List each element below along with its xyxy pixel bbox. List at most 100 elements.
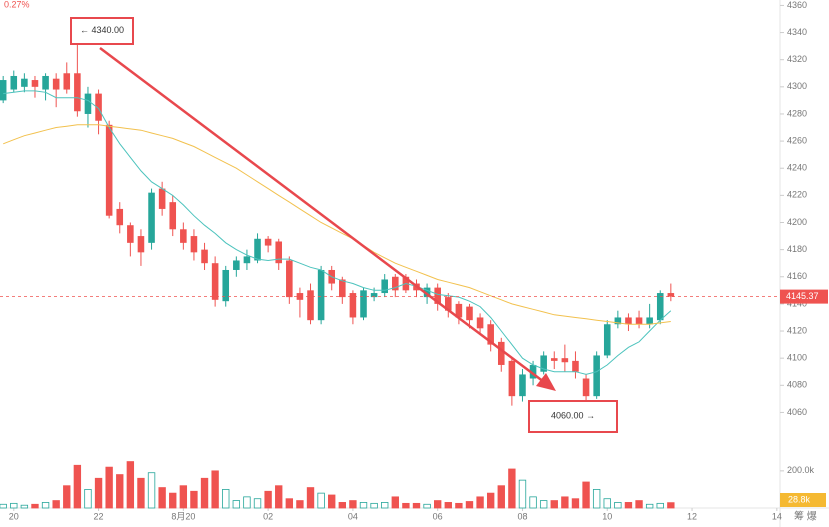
y-tick-label: 4260 xyxy=(787,135,807,145)
volume-bar xyxy=(296,500,304,509)
y-tick-label: 4200 xyxy=(787,217,807,227)
x-tick-label: 20 xyxy=(9,511,19,521)
candle-body xyxy=(381,279,388,294)
x-tick-label: 02 xyxy=(263,511,273,521)
candle-body xyxy=(508,360,516,397)
y-tick-label: 4060 xyxy=(787,407,807,417)
volume-bar xyxy=(381,502,389,509)
candle-body xyxy=(180,229,187,243)
volume-bar xyxy=(232,500,241,509)
volume-bar xyxy=(370,502,378,509)
volume-bar xyxy=(190,490,198,509)
volume-bar xyxy=(73,464,82,509)
y-tick-label: 4160 xyxy=(787,271,807,281)
last-price-label: 4145.37 xyxy=(786,291,819,301)
volume-tick-label: 200.0k xyxy=(787,465,815,475)
trend-arrowhead xyxy=(536,373,556,391)
volume-bar xyxy=(656,502,664,509)
candle-body xyxy=(445,297,452,311)
annotation-label: ← 4340.00 xyxy=(80,25,124,35)
candle-body xyxy=(10,75,18,90)
candle-body xyxy=(158,188,166,209)
x-tick-label: 10 xyxy=(602,511,612,521)
trend-arrow xyxy=(99,47,549,386)
volume-bar xyxy=(243,496,251,509)
volume-bar xyxy=(391,496,399,509)
candle-body xyxy=(370,293,378,298)
candle-body xyxy=(307,290,314,321)
candle-body xyxy=(582,378,590,397)
y-tick-label: 4300 xyxy=(787,81,807,91)
volume-bar xyxy=(561,496,569,509)
candle-body xyxy=(0,80,7,101)
candle-body xyxy=(116,208,124,226)
candle-body xyxy=(148,192,155,243)
candle-body xyxy=(190,236,198,253)
volume-value-label: 28.8k xyxy=(788,494,811,504)
candle-body xyxy=(201,249,208,264)
volume-bar xyxy=(41,502,50,509)
candle-body xyxy=(222,269,230,302)
candle-body xyxy=(254,238,261,261)
volume-bar xyxy=(94,477,103,509)
volume-bar xyxy=(667,502,675,509)
candle-body xyxy=(286,260,293,298)
candle-body xyxy=(95,93,102,121)
candle-body xyxy=(540,355,547,372)
volume-bar xyxy=(116,474,124,509)
candle-body xyxy=(572,360,579,372)
candle-body xyxy=(392,276,399,291)
candle-body xyxy=(211,263,219,300)
candle-body xyxy=(42,75,49,90)
volume-bar xyxy=(285,498,294,509)
volume-bar xyxy=(0,503,7,509)
volume-bar xyxy=(63,485,71,509)
annotation-value: 4060.00 xyxy=(551,411,584,421)
candle-body xyxy=(434,287,441,304)
volume-bar xyxy=(508,468,516,509)
volume-bar xyxy=(275,485,283,509)
y-tick-label: 4280 xyxy=(787,108,807,118)
y-tick-label: 4180 xyxy=(787,244,807,254)
candle-body xyxy=(550,358,558,361)
volume-bar xyxy=(20,504,29,509)
volume-bar xyxy=(211,470,219,509)
volume-bar xyxy=(614,502,622,509)
volume-bar xyxy=(497,485,505,509)
candle-body xyxy=(635,317,643,325)
moving-average xyxy=(3,90,672,375)
candle-body xyxy=(52,78,60,90)
candle-body xyxy=(275,241,283,264)
volume-bar xyxy=(539,500,548,509)
candle-body xyxy=(243,256,251,264)
candle-body xyxy=(423,287,431,298)
volume-bar xyxy=(10,502,18,509)
volume-bar xyxy=(147,472,156,509)
candle-body xyxy=(31,80,39,87)
y-tick-label: 4120 xyxy=(787,325,807,335)
candle-body xyxy=(360,290,367,318)
candle-body xyxy=(593,355,600,397)
volume-bar xyxy=(434,500,442,509)
candle-body xyxy=(497,341,505,365)
y-tick-label: 4100 xyxy=(787,353,807,363)
y-tick-label: 4240 xyxy=(787,163,807,173)
candle-body xyxy=(296,293,304,300)
candle-body xyxy=(519,374,526,397)
last-price-box xyxy=(780,289,828,304)
y-tick-label: 4320 xyxy=(787,54,807,64)
annotation-label: 4060.00 → xyxy=(551,411,595,421)
volume-bar xyxy=(359,502,368,509)
volume-bar xyxy=(444,502,452,509)
volume-bar xyxy=(169,492,177,509)
volume-bar xyxy=(412,502,421,509)
volume-bar xyxy=(328,494,336,509)
volume-bar xyxy=(264,490,272,509)
candle-body xyxy=(487,324,494,345)
volume-bar xyxy=(550,500,558,509)
candle-body xyxy=(476,317,484,329)
change-label: 0.27% xyxy=(4,0,30,9)
candle-body xyxy=(317,269,325,321)
volume-bar xyxy=(423,503,431,509)
